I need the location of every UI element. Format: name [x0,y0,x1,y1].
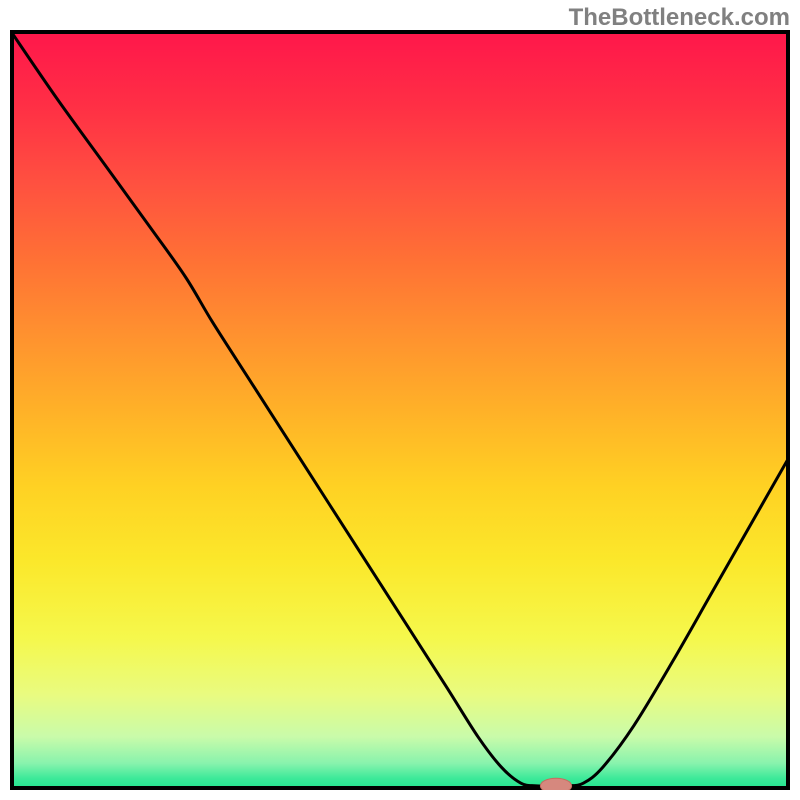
plot-area [10,30,790,790]
optimal-point-marker [540,778,571,790]
bottleneck-curve-chart [10,30,790,790]
chart-container: TheBottleneck.com [0,0,800,800]
watermark-text: TheBottleneck.com [569,4,790,32]
chart-background [10,30,790,790]
